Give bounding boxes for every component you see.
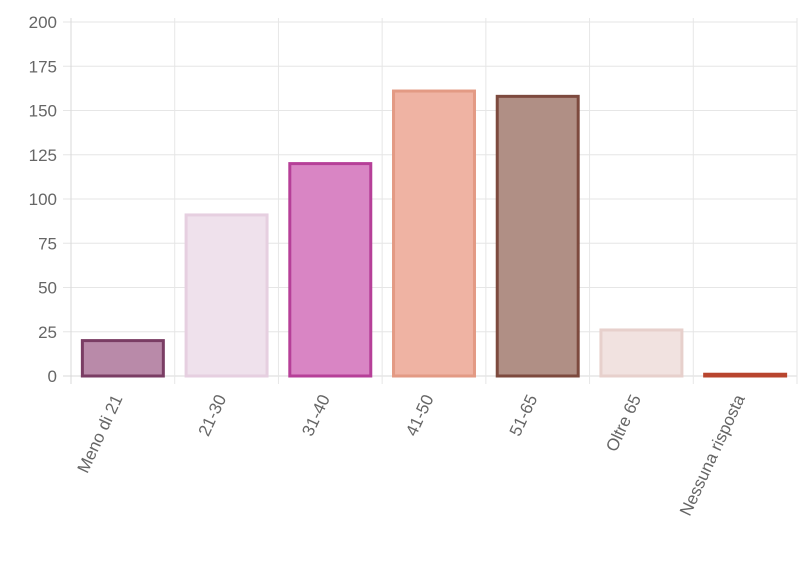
bars — [80, 89, 788, 378]
y-tick-label: 0 — [48, 367, 57, 386]
y-tick-label: 200 — [29, 13, 57, 32]
x-axis: Meno di 21 21-30 31-40 41-50 51-65 Oltre 65 Ne… — [74, 391, 749, 519]
y-tick-label: 100 — [29, 190, 57, 209]
x-tick-label: 21-30 — [195, 392, 231, 439]
y-tick-label: 175 — [29, 57, 57, 76]
y-tick-label: 125 — [29, 146, 57, 165]
x-tick-label: Meno di 21 — [74, 392, 127, 476]
y-tick-label: 25 — [38, 323, 57, 342]
y-tick-label: 75 — [38, 234, 57, 253]
y-tick-label: 50 — [38, 279, 57, 298]
x-tick-label: Nessuna risposta — [676, 391, 749, 519]
bar-oltre-65[interactable] — [599, 328, 684, 378]
x-tick-label: 41-50 — [402, 392, 438, 439]
bar-31-40[interactable] — [288, 162, 373, 378]
y-axis: 0 25 50 75 100 125 150 175 200 — [29, 13, 57, 386]
x-tick-label: Oltre 65 — [602, 392, 645, 455]
bar-41-50[interactable] — [392, 89, 476, 378]
bar-51-65[interactable] — [495, 94, 580, 378]
bar-nessuna-risposta[interactable] — [703, 372, 788, 378]
y-tick-label: 150 — [29, 102, 57, 121]
bar-meno-di-21[interactable] — [80, 339, 165, 378]
x-tick-label: 51-65 — [506, 392, 542, 439]
x-tick-label: 31-40 — [298, 392, 334, 439]
bar-21-30[interactable] — [184, 213, 269, 378]
